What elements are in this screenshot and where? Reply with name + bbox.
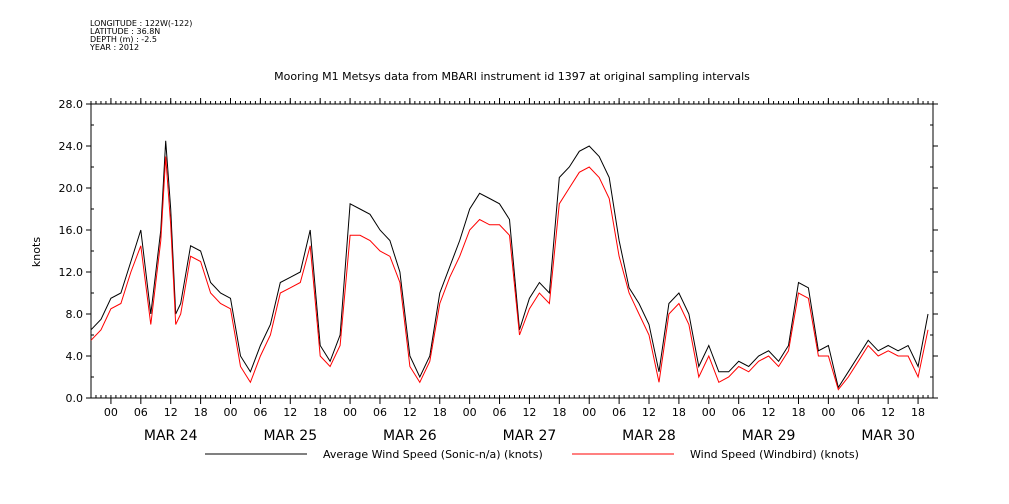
x-tick-label: 00 xyxy=(463,406,477,419)
x-tick-label: 06 xyxy=(732,406,746,419)
y-tick-label: 24.0 xyxy=(59,140,84,153)
x-tick-label: 00 xyxy=(582,406,596,419)
legend-label-windbird: Wind Speed (Windbird) (knots) xyxy=(690,448,859,461)
x-tick-label: 06 xyxy=(134,406,148,419)
x-tick-label: 06 xyxy=(851,406,865,419)
y-tick-label: 8.0 xyxy=(66,308,84,321)
x-tick-label: 00 xyxy=(224,406,238,419)
x-tick-label: 18 xyxy=(552,406,566,419)
legend-label-average-wind: Average Wind Speed (Sonic-n/a) (knots) xyxy=(323,448,543,461)
x-tick-label: 18 xyxy=(313,406,327,419)
x-tick-label: 06 xyxy=(493,406,507,419)
x-day-label: MAR 27 xyxy=(503,428,557,444)
x-day-label: MAR 28 xyxy=(622,428,676,444)
x-tick-label: 12 xyxy=(762,406,776,419)
x-tick-label: 00 xyxy=(104,406,118,419)
y-tick-label: 0.0 xyxy=(66,392,84,405)
x-day-label: MAR 24 xyxy=(144,428,198,444)
x-tick-label: 00 xyxy=(821,406,835,419)
x-tick-label: 18 xyxy=(911,406,925,419)
y-tick-label: 16.0 xyxy=(59,224,84,237)
x-tick-label: 12 xyxy=(522,406,536,419)
latitude-text: LATITUDE : 36.8N xyxy=(90,27,161,36)
x-tick-label: 12 xyxy=(403,406,417,419)
x-tick-label: 06 xyxy=(253,406,267,419)
x-day-label: MAR 30 xyxy=(861,428,915,444)
x-tick-label: 12 xyxy=(164,406,178,419)
x-tick-label: 18 xyxy=(791,406,805,419)
x-day-label: MAR 29 xyxy=(742,428,796,444)
x-tick-label: 12 xyxy=(881,406,895,419)
x-tick-label: 12 xyxy=(283,406,297,419)
x-tick-label: 06 xyxy=(373,406,387,419)
series-average-wind-line xyxy=(90,140,929,389)
depth-text: DEPTH (m) : -2.5 xyxy=(90,35,157,44)
x-tick-label: 18 xyxy=(433,406,447,419)
axes: 0.0 4.0 8.0 12.0 16.0 20.0 24.0 28.0 00 06 12 18 00 0… xyxy=(59,98,938,444)
series-windbird-line xyxy=(90,156,929,391)
longitude-text: LONGITUDE : 122W(-122) xyxy=(90,19,193,28)
y-tick-label: 28.0 xyxy=(59,98,84,111)
x-day-label: MAR 25 xyxy=(263,428,317,444)
x-tick-label: 00 xyxy=(343,406,357,419)
y-tick-label: 4.0 xyxy=(66,350,84,363)
x-tick-label: 00 xyxy=(702,406,716,419)
x-tick-label: 18 xyxy=(672,406,686,419)
x-tick-label: 12 xyxy=(642,406,656,419)
year-text: YEAR : 2012 xyxy=(90,43,140,52)
x-tick-label: 18 xyxy=(194,406,208,419)
y-axis-label: knots xyxy=(30,237,43,267)
x-tick-label: 06 xyxy=(612,406,626,419)
series-layer xyxy=(90,140,929,391)
chart-title: Mooring M1 Metsys data from MBARI instru… xyxy=(274,70,750,83)
y-tick-label: 12.0 xyxy=(59,266,84,279)
x-day-label: MAR 26 xyxy=(383,428,437,444)
y-tick-label: 20.0 xyxy=(59,182,84,195)
legend: Average Wind Speed (Sonic-n/a) (knots) W… xyxy=(205,448,859,461)
